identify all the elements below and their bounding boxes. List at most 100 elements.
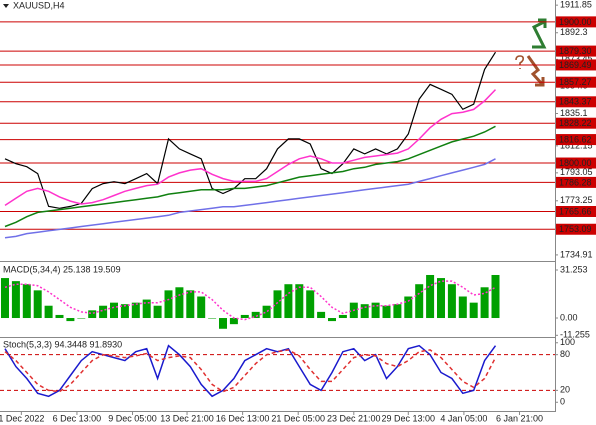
y-tick-label: -11.255 [560, 330, 590, 340]
level-label-box [556, 59, 596, 71]
histogram-bar [371, 302, 380, 319]
chart-title: XAUUSD,H4 [13, 0, 65, 10]
histogram-bar [404, 296, 413, 319]
series-line [4, 125, 496, 228]
y-tick-label: 100 [560, 337, 575, 347]
histogram-bar [164, 290, 173, 319]
level-label-box [556, 134, 596, 146]
histogram-bar [88, 310, 97, 319]
histogram-bar [22, 284, 31, 319]
y-tick-label: 0.00 [560, 312, 578, 322]
y-tick-label: 20 [560, 385, 570, 395]
level-label-box [556, 117, 596, 129]
histogram-bar [229, 318, 238, 325]
y-tick-label: 1734.91 [560, 249, 593, 259]
histogram-bar [219, 318, 227, 329]
series-line [4, 349, 497, 393]
histogram-bar [491, 274, 500, 319]
histogram-bar [382, 305, 391, 319]
x-tick-label: 1 Dec 2022 [0, 413, 44, 423]
macd-title: MACD(5,34,4) 25.138 19.509 [3, 264, 121, 274]
histogram-bar [360, 304, 369, 319]
up-arrow [531, 20, 547, 49]
level-label-box [556, 45, 596, 57]
x-tick-label: 6 Dec 13:00 [53, 413, 102, 423]
level-label-box [556, 206, 596, 218]
histogram-bar [295, 284, 304, 319]
histogram-bar [262, 305, 271, 319]
histogram-bar [458, 296, 467, 319]
level-label: 1879.30 [559, 46, 592, 56]
series-line [4, 280, 496, 321]
histogram-bar [1, 278, 9, 319]
histogram-bar [317, 311, 326, 319]
histogram-bar [175, 287, 184, 319]
histogram-bar [197, 296, 206, 319]
level-label-box [556, 96, 596, 108]
y-tick-label: 1835.1 [560, 108, 588, 118]
x-tick-label: 9 Dec 05:00 [108, 413, 157, 423]
level-label: 1753.09 [559, 224, 592, 234]
histogram-bar [469, 302, 478, 319]
x-tick-label: 6 Jan 21:00 [496, 413, 543, 423]
menu-icon [3, 4, 9, 8]
level-label-box [556, 76, 596, 88]
level-label: 1800.00 [559, 158, 592, 168]
histogram-bar [55, 314, 64, 319]
level-label: 1828.22 [559, 118, 592, 128]
histogram-bar [131, 302, 140, 319]
level-label: 1900.00 [559, 17, 592, 27]
y-tick-label: 80 [560, 349, 570, 359]
histogram-bar [33, 290, 42, 319]
y-tick-label: 1911.85 [560, 0, 592, 10]
histogram-bar [338, 314, 347, 319]
histogram-bar [99, 305, 108, 319]
level-label: 1869.49 [559, 60, 592, 70]
histogram-bar [240, 314, 249, 319]
histogram-bar [415, 284, 424, 319]
histogram-bar [251, 311, 260, 319]
histogram-bar [306, 290, 315, 319]
up-arrow-head [538, 18, 547, 28]
level-label: 1816.62 [559, 134, 592, 144]
y-tick-label: 1812.15 [560, 140, 593, 150]
series-line [4, 51, 497, 209]
y-tick-label: 1793.05 [560, 167, 593, 177]
level-label-box [556, 16, 596, 28]
y-tick-label: 0 [560, 397, 565, 407]
stoch-title: Stoch(5,3,3) 94.3448 91.8930 [3, 339, 122, 349]
histogram-bar [480, 287, 489, 319]
histogram-bar [328, 318, 336, 322]
y-tick-label: 1892.3 [560, 27, 588, 37]
level-label: 1786.28 [559, 177, 592, 187]
x-tick-label: 21 Dec 05:00 [271, 413, 325, 423]
y-tick-label: 1773.25 [560, 195, 593, 205]
histogram-bar [208, 318, 217, 319]
series-line [4, 344, 497, 398]
histogram-bar [447, 284, 456, 319]
level-label-box [556, 157, 596, 169]
histogram-bar [11, 281, 20, 319]
y-tick-label: 1873.45 [560, 54, 593, 64]
x-tick-label: 13 Dec 21:00 [160, 413, 214, 423]
histogram-bar [153, 305, 162, 319]
level-label: 1857.27 [559, 77, 592, 87]
series-line [4, 158, 496, 239]
histogram-bar [426, 274, 435, 319]
down-arrow [526, 55, 544, 86]
histogram-bar [44, 305, 53, 319]
question-mark [515, 55, 524, 69]
histogram-bar [393, 304, 402, 319]
histogram-bar [284, 284, 293, 319]
histogram-bar [437, 278, 445, 319]
histogram-bar [120, 304, 129, 319]
histogram-bar [66, 318, 75, 322]
level-label-box [556, 223, 596, 235]
histogram-bar [110, 302, 118, 319]
x-tick-label: 4 Jan 05:00 [440, 413, 487, 423]
x-tick-label: 29 Dec 13:00 [382, 413, 436, 423]
level-label: 1765.66 [559, 206, 592, 216]
y-tick-label: 31.253 [560, 264, 588, 274]
